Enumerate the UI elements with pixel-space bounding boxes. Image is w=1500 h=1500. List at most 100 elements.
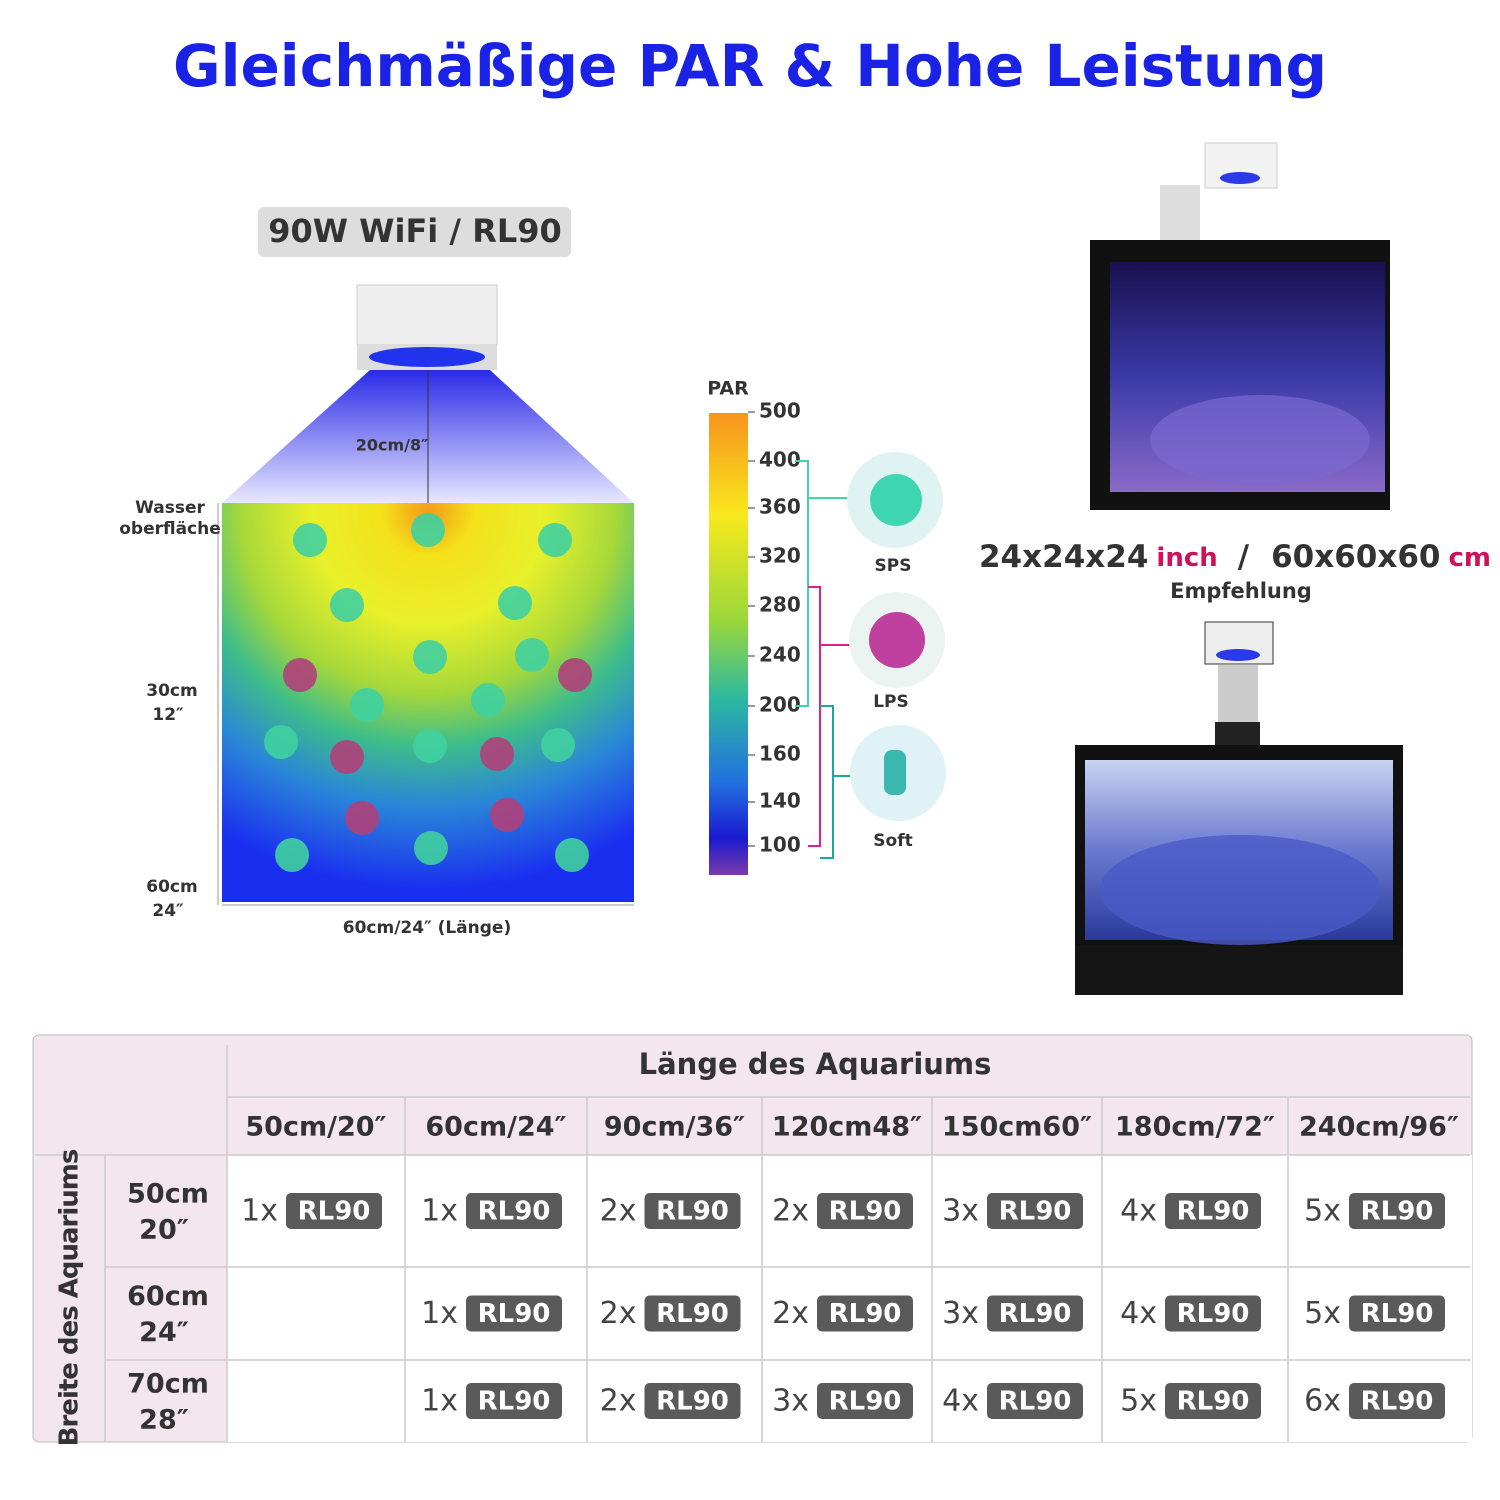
- model-badge: [987, 1383, 1083, 1419]
- sps-coral: [275, 838, 309, 872]
- cell-model: RL90: [829, 1387, 902, 1417]
- cell-count: 4x: [1120, 1194, 1157, 1229]
- size-inch: 24x24x24: [979, 539, 1148, 575]
- cell-model: RL90: [656, 1299, 729, 1329]
- cell-model: RL90: [1177, 1197, 1250, 1227]
- unit-cm: cm: [1449, 543, 1492, 573]
- sps-coral: [293, 523, 327, 557]
- row-label: 20″: [139, 1215, 189, 1246]
- depth-label: 24″: [152, 901, 184, 921]
- lps-icon-coral: [869, 612, 925, 668]
- cell-model: RL90: [1177, 1299, 1250, 1329]
- column-header: 90cm/36″: [604, 1112, 745, 1143]
- cell-model: RL90: [829, 1299, 902, 1329]
- model-badge: [1165, 1193, 1261, 1229]
- model-badge: [1165, 1383, 1261, 1419]
- separator: /: [1238, 539, 1250, 575]
- depth-label: 60cm: [146, 877, 197, 897]
- cell-model: RL90: [1361, 1197, 1434, 1227]
- model-badge: [466, 1295, 562, 1332]
- cell-count: 1x: [421, 1194, 458, 1229]
- column-header: 150cm60″: [942, 1112, 1092, 1143]
- par-tick-label: 360: [759, 495, 801, 519]
- soft-bracket: [820, 705, 834, 859]
- cell-model: RL90: [478, 1197, 551, 1227]
- column-title: Länge des Aquariums: [639, 1047, 992, 1081]
- row-label: 70cm: [127, 1369, 209, 1400]
- par-tick-label: 240: [759, 643, 801, 667]
- soft-icon-coral: [884, 750, 906, 795]
- cell-count: 5x: [1304, 1296, 1341, 1331]
- fixture: [356, 284, 498, 346]
- model-badge: [644, 1295, 741, 1332]
- recommendation: Empfehlung: [1170, 579, 1312, 603]
- sps-icon-coral: [870, 474, 922, 526]
- fixture-led: [369, 347, 485, 367]
- par-bar: [709, 413, 748, 875]
- cell-count: 3x: [772, 1384, 809, 1419]
- sps-coral: [541, 728, 575, 762]
- distance-label: 20cm/8″: [356, 436, 429, 455]
- sps-coral: [498, 586, 532, 620]
- model-badge: [987, 1295, 1083, 1332]
- size-cm: 60x60x60: [1271, 539, 1440, 575]
- cell-model: RL90: [1177, 1387, 1250, 1417]
- row-label: 28″: [139, 1405, 189, 1436]
- row-label: 50cm: [127, 1179, 209, 1210]
- cell-model: RL90: [656, 1387, 729, 1417]
- fixture-bottom-led: [1216, 649, 1260, 661]
- par-tick-label: 500: [759, 399, 801, 423]
- par-tick-label: 400: [759, 448, 801, 472]
- cell-count: 3x: [942, 1296, 979, 1331]
- cell-model: RL90: [478, 1299, 551, 1329]
- cell-count: 2x: [772, 1194, 809, 1229]
- row-label: 24″: [139, 1317, 189, 1348]
- coral-label: LPS: [873, 692, 909, 712]
- arm-bottom: [1218, 665, 1258, 725]
- column-header: 240cm/96″: [1299, 1112, 1459, 1143]
- cell-model: RL90: [999, 1387, 1072, 1417]
- arm: [1160, 185, 1200, 245]
- par-tick-label: 100: [759, 833, 801, 857]
- model-badge: [1349, 1193, 1445, 1229]
- lps-coral: [480, 737, 514, 771]
- model-badge: [1349, 1295, 1445, 1332]
- lps-coral: [490, 798, 524, 832]
- row-title: Breite des Aquariums: [55, 1149, 85, 1446]
- cell-count: 5x: [1304, 1194, 1341, 1229]
- cell-model: RL90: [656, 1197, 729, 1227]
- cell-model: RL90: [999, 1299, 1072, 1329]
- sps-coral: [538, 523, 572, 557]
- model-badge: [1165, 1295, 1261, 1332]
- par-title: PAR: [707, 378, 749, 400]
- cell-model: RL90: [1361, 1299, 1434, 1329]
- tank-photo-2-rock: [1100, 835, 1380, 945]
- tank-photo-1-rock: [1150, 395, 1370, 485]
- par-ticks: 500 400 360 320 280 240 200 160 140 100: [748, 399, 801, 857]
- unit-inch: inch: [1156, 543, 1217, 573]
- surface-label: oberfläche: [119, 519, 221, 539]
- lps-bracket: [808, 586, 821, 847]
- sps-coral: [413, 729, 447, 763]
- par-tick-label: 200: [759, 693, 801, 717]
- sps-coral: [411, 513, 445, 547]
- cell-model: RL90: [478, 1387, 551, 1417]
- model-badge: [817, 1295, 913, 1332]
- tank-corals: [264, 513, 592, 872]
- cell-count: 2x: [600, 1194, 637, 1229]
- fixture-top: [1204, 142, 1278, 189]
- lps-coral: [330, 740, 364, 774]
- sps-coral: [471, 683, 505, 717]
- sps-coral: [413, 640, 447, 674]
- badge-bg: [258, 207, 571, 257]
- cell-count: 4x: [942, 1384, 979, 1419]
- depth-label: 30cm: [146, 681, 197, 701]
- surface-label: Wasser: [135, 498, 205, 518]
- cell-count: 2x: [600, 1384, 637, 1419]
- row-label: 60cm: [127, 1281, 209, 1312]
- par-tick-label: 320: [759, 544, 801, 568]
- column-header: 180cm/72″: [1115, 1112, 1275, 1143]
- cell-count: 1x: [421, 1296, 458, 1331]
- length-label: 60cm/24″ (Länge): [343, 918, 511, 938]
